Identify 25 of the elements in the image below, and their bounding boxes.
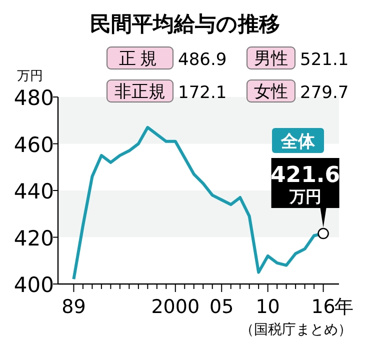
callout: 421.6万円 (270, 158, 340, 228)
y-tick-label: 420 (14, 226, 54, 250)
text: （国税庁まとめ） (240, 322, 352, 338)
x-tick-label: 10 (256, 296, 280, 318)
chart-title: 民間平均給与の推移 (90, 12, 280, 36)
text: 486.9 (178, 50, 227, 70)
x-tick-label: 2000 (151, 296, 200, 318)
annotation: 421.6万円 (270, 163, 340, 206)
annotation: 172.1 (178, 83, 227, 103)
y-tick-label: 400 (14, 273, 54, 297)
annotation: 279.7 (300, 83, 349, 103)
series-label: 全体 (272, 128, 324, 153)
y-tick-label: 440 (14, 180, 54, 204)
y-axis-title: 万円 (17, 69, 43, 84)
x-tick-label: 89 (62, 296, 86, 318)
annotation: 非正規 (114, 82, 166, 102)
y-tick-label: 460 (14, 132, 54, 157)
x-axis-title: 年 (334, 296, 354, 318)
annotation: 女性 (254, 82, 288, 102)
text: 正規 (119, 49, 161, 69)
y-tick-label: 480 (14, 86, 54, 110)
x-tick-label: 16 (311, 296, 336, 318)
x-tick-label: 05 (210, 296, 234, 318)
text: 男性 (254, 49, 288, 69)
text: 521.1 (300, 50, 349, 70)
